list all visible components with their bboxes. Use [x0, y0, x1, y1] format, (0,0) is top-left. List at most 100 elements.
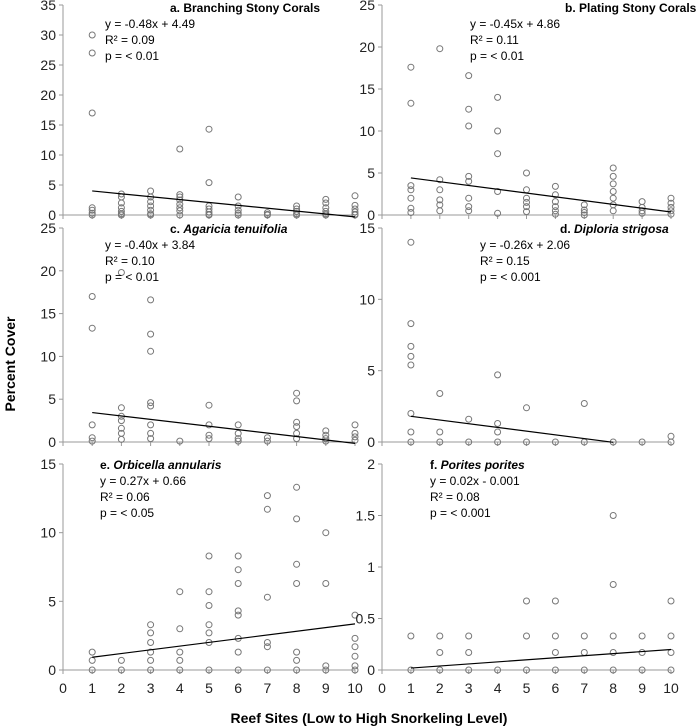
data-point: [407, 204, 415, 212]
x-tick-label: 0: [59, 680, 67, 696]
data-point: [147, 330, 155, 338]
data-point: [117, 207, 125, 215]
data-point: [176, 145, 184, 153]
y-axis-title: Percent Cover: [2, 316, 18, 411]
data-point: [205, 179, 213, 187]
data-point: [465, 122, 473, 130]
panel-title: a. Branching Stony Corals: [170, 1, 320, 15]
chart-panel: 0 5 10 15 20 25 c. Agaricia tenuifolia y = -0.4…: [40, 220, 359, 450]
x-tick-label: 3: [147, 680, 155, 696]
data-point: [551, 198, 559, 206]
data-point: [638, 666, 646, 674]
data-point: [523, 208, 530, 216]
data-point: [176, 625, 184, 633]
data-point: [523, 194, 530, 202]
x-tick-label: 10: [347, 680, 363, 696]
p-value: p = < 0.01: [105, 270, 159, 284]
data-point: [436, 45, 444, 53]
data-point: [551, 632, 559, 640]
data-point: [205, 435, 213, 443]
data-point: [263, 492, 271, 500]
data-point: [147, 648, 155, 656]
x-axis-title: Reef Sites (Low to High Snorkeling Level…: [231, 710, 508, 726]
data-point: [436, 666, 444, 674]
data-point: [638, 632, 646, 640]
trend-line: [410, 648, 672, 669]
data-point: [293, 648, 301, 656]
y-tick-label: 2: [367, 456, 375, 472]
data-point: [176, 648, 184, 656]
data-point: [88, 666, 96, 674]
data-point: [351, 643, 359, 651]
data-point: [580, 400, 588, 407]
data-point: [407, 186, 415, 194]
panel-title-species: Agaricia tenuifolia: [182, 222, 287, 236]
data-point: [234, 421, 242, 429]
data-point: [293, 202, 301, 210]
data-point: [407, 99, 415, 107]
data-point: [293, 656, 301, 664]
data-point: [351, 634, 359, 642]
p-value: p = < 0.001: [480, 270, 541, 284]
data-point: [609, 649, 617, 656]
data-point: [667, 632, 675, 640]
data-point: [638, 198, 646, 206]
data-point: [88, 109, 96, 117]
data-point: [263, 593, 271, 601]
data-point: [293, 397, 301, 405]
trend-line: [92, 411, 356, 444]
p-value: p = < 0.001: [430, 506, 491, 520]
data-point: [234, 566, 242, 574]
data-point: [234, 211, 242, 219]
data-point: [523, 632, 530, 640]
data-point: [263, 505, 271, 513]
chart-panel: 0 5 10 15 20 25 b. Plating Stony Corals y = -0.…: [359, 0, 696, 223]
panel-title-prefix: e.: [100, 458, 113, 472]
data-point: [322, 195, 330, 203]
chart-panel: 0 0.5 1 1.5 2 f. Porites porites y = 0.02x - 0…: [356, 456, 675, 678]
data-point: [436, 649, 444, 656]
data-point: [494, 188, 502, 195]
data-point: [609, 512, 617, 519]
data-point: [234, 648, 242, 656]
chart-panel: 0 5 10 15 d. Diploria strigosa y = -0.26x + 2…: [359, 220, 675, 450]
data-point: [407, 320, 415, 328]
data-point: [205, 208, 213, 216]
y-tick-label: 10: [40, 348, 56, 364]
data-point: [494, 150, 502, 158]
data-point: [147, 296, 155, 304]
data-point: [465, 649, 473, 656]
data-point: [407, 361, 415, 369]
regression-equation: y = 0.02x - 0.001: [430, 474, 520, 488]
x-tick-label: 7: [264, 680, 272, 696]
panel-title-prefix: a.: [170, 1, 183, 15]
p-value: p = < 0.05: [100, 506, 154, 520]
p-value: p = < 0.01: [105, 49, 159, 63]
y-tick-label: 15: [40, 456, 56, 472]
data-point: [293, 389, 301, 397]
data-point: [523, 203, 530, 211]
data-point: [407, 666, 415, 674]
x-tick-label: 8: [609, 680, 617, 696]
data-point: [117, 199, 125, 207]
data-point: [88, 324, 96, 332]
data-point: [147, 399, 155, 407]
y-tick-label: 15: [40, 117, 56, 133]
data-point: [609, 207, 617, 215]
data-point: [465, 666, 473, 674]
data-point: [351, 611, 359, 619]
data-point: [322, 199, 330, 207]
data-point: [609, 172, 617, 180]
regression-equation: y = 0.27x + 0.66: [100, 474, 186, 488]
panel-title: d. Diploria strigosa: [560, 222, 669, 236]
y-tick-label: 10: [359, 291, 375, 307]
data-point: [580, 211, 588, 219]
y-tick-label: 10: [40, 525, 56, 541]
data-point: [176, 588, 184, 596]
x-tick-label: 9: [638, 680, 646, 696]
y-tick-label: 30: [40, 27, 56, 43]
data-point: [205, 602, 213, 609]
y-tick-label: 0: [367, 434, 375, 450]
data-point: [234, 611, 242, 619]
data-point: [147, 198, 155, 206]
